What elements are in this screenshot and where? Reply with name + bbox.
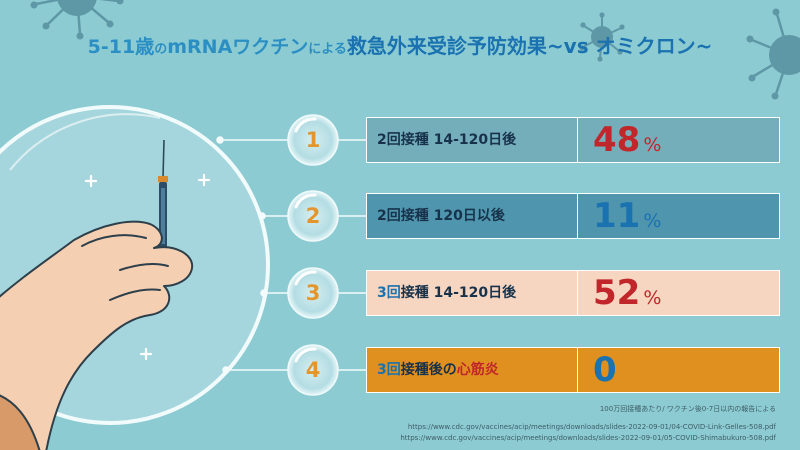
row-label: 3回接種後の心筋炎	[367, 348, 578, 392]
row-value-number: 52	[593, 273, 641, 313]
row-label-main: 2回接種 120日以後	[377, 208, 505, 224]
number-bubble	[287, 114, 339, 166]
virus-icon	[746, 8, 800, 100]
row-value-unit: %	[643, 210, 662, 232]
row-label-prefix: 3回	[377, 285, 401, 301]
title-particle: の	[154, 42, 168, 57]
row-number: 2	[305, 204, 321, 228]
result-row: 3回接種 14-120日後 52%	[366, 270, 780, 316]
hand-illustration	[0, 220, 194, 450]
result-row: 3回接種後の心筋炎 0	[366, 347, 780, 393]
row-label-main: 接種 14-120日後	[400, 285, 517, 301]
title-vaccine: mRNAワクチン	[167, 36, 309, 58]
title-age: 5-11歳	[87, 36, 155, 58]
number-bubble	[287, 267, 339, 319]
title-suffix: ~vs オミクロン~	[546, 34, 713, 58]
row-value-unit: %	[643, 287, 662, 309]
row-number: 4	[305, 358, 321, 382]
row-label-main: 接種後の	[400, 362, 457, 378]
row-number: 1	[305, 128, 321, 152]
row-value: 52%	[593, 271, 661, 315]
source-link[interactable]: https://www.cdc.gov/vaccines/acip/meetin…	[407, 423, 776, 431]
result-row: 2回接種 120日以後 11%	[366, 193, 780, 239]
page-title: 5-11歳のmRNAワクチンによる救急外来受診予防効果~vs オミクロン~	[0, 36, 800, 57]
virus-icon	[30, 0, 124, 40]
row-label-main: 2回接種 14-120日後	[377, 132, 517, 148]
plus-icon	[84, 174, 98, 188]
virus-icon	[579, 12, 625, 62]
row-value-number: 48	[593, 120, 641, 160]
row-value-number: 11	[593, 196, 641, 236]
row-label: 2回接種 120日以後	[367, 194, 578, 238]
plus-icon	[139, 347, 153, 361]
row-label-highlight: 心筋炎	[456, 362, 499, 378]
title-main: 救急外来受診予防効果	[346, 34, 547, 58]
plus-icon	[197, 173, 211, 187]
title-particle: による	[308, 42, 347, 57]
row-value: 0	[593, 348, 620, 392]
row-value-unit: %	[643, 134, 662, 156]
footnote: 100万回接種あたり/ ワクチン後0-7日以内の報告による	[599, 405, 776, 413]
row-label-prefix: 3回	[377, 362, 401, 378]
row-label: 2回接種 14-120日後	[367, 118, 578, 162]
result-row: 2回接種 14-120日後 48%	[366, 117, 780, 163]
row-value: 11%	[593, 194, 661, 238]
row-value-number: 0	[593, 350, 617, 390]
row-value: 48%	[593, 118, 661, 162]
row-label: 3回接種 14-120日後	[367, 271, 578, 315]
source-link[interactable]: https://www.cdc.gov/vaccines/acip/meetin…	[400, 434, 776, 442]
row-number: 3	[305, 281, 321, 305]
number-bubble	[287, 190, 339, 242]
number-bubble	[287, 344, 339, 396]
